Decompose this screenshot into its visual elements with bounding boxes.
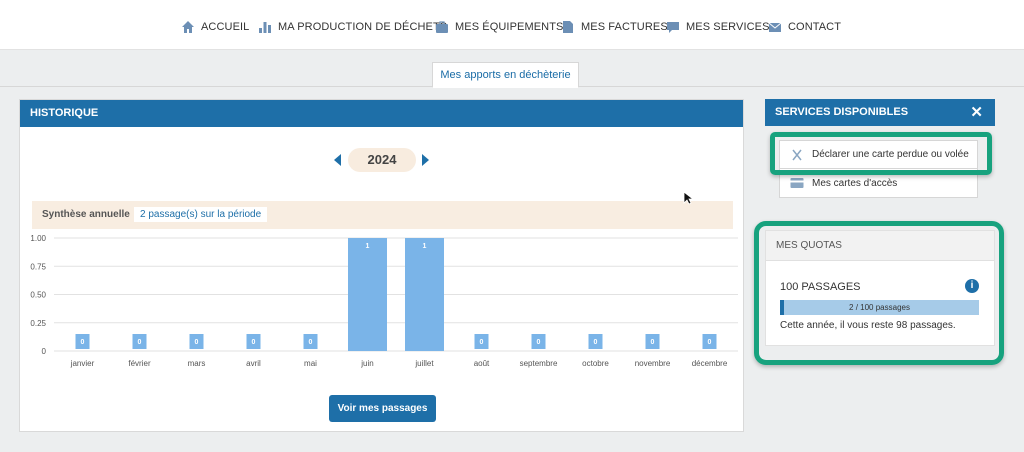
summary-label: Synthèse annuelle bbox=[42, 209, 130, 220]
quotas-title: MES QUOTAS bbox=[766, 231, 994, 261]
data-label: 0 bbox=[138, 339, 142, 346]
year-selector: 2024 bbox=[334, 148, 430, 172]
info-icon[interactable]: i bbox=[965, 279, 979, 293]
x-tick-label: avril bbox=[246, 359, 261, 368]
x-tick-label: juin bbox=[360, 359, 373, 368]
chart-bar bbox=[189, 334, 204, 349]
chart-bar bbox=[303, 334, 318, 349]
services-panel: SERVICES DISPONIBLES ✕ Déclarer une cart… bbox=[765, 99, 995, 200]
quota-progress-bar: 2 / 100 passages bbox=[780, 300, 979, 315]
nav-label: ACCUEIL bbox=[201, 21, 250, 33]
nav-label: MES FACTURES bbox=[581, 21, 668, 33]
x-tick-label: mars bbox=[188, 359, 206, 368]
quota-progress-fill bbox=[780, 300, 784, 315]
x-tick-label: février bbox=[128, 359, 151, 368]
x-tick-label: novembre bbox=[635, 359, 671, 368]
x-tick-label: décembre bbox=[692, 359, 728, 368]
data-label: 0 bbox=[309, 339, 313, 346]
nav-label: MES ÉQUIPEMENTS bbox=[455, 21, 564, 33]
quota-progress-text: 2 / 100 passages bbox=[849, 303, 910, 312]
data-label: 0 bbox=[594, 339, 598, 346]
view-passages-button[interactable]: Voir mes passages bbox=[329, 395, 436, 422]
data-label: 1 bbox=[423, 243, 427, 250]
card-icon bbox=[790, 178, 804, 188]
summary-value: 2 passage(s) sur la période bbox=[134, 207, 268, 222]
data-label: 0 bbox=[651, 339, 655, 346]
data-label: 0 bbox=[708, 339, 712, 346]
next-year-icon[interactable] bbox=[422, 154, 429, 166]
data-label: 0 bbox=[537, 339, 541, 346]
nav-production[interactable]: MA PRODUCTION DE DÉCHETS bbox=[258, 18, 447, 36]
quota-heading: 100 PASSAGES bbox=[780, 281, 861, 293]
mouse-cursor-icon bbox=[683, 191, 695, 205]
services-title-text: SERVICES DISPONIBLES bbox=[775, 106, 909, 118]
envelope-icon bbox=[768, 22, 782, 32]
data-label: 1 bbox=[366, 243, 370, 250]
chart-bar bbox=[531, 334, 546, 349]
chart-bar bbox=[645, 334, 660, 349]
nav-equipements[interactable]: MES ÉQUIPEMENTS bbox=[435, 18, 563, 36]
chart-bar bbox=[405, 238, 444, 351]
nav-services[interactable]: MES SERVICES bbox=[666, 18, 770, 36]
data-label: 0 bbox=[480, 339, 484, 346]
x-icon bbox=[792, 149, 802, 160]
chart-bar bbox=[702, 334, 717, 349]
nav-accueil[interactable]: ACCUEIL bbox=[181, 18, 249, 36]
quota-note: Cette année, il vous reste 98 passages. bbox=[780, 320, 956, 331]
access-cards-item[interactable]: Mes cartes d'accès bbox=[779, 169, 978, 198]
y-tick-label: 0.25 bbox=[30, 319, 46, 328]
tab-apports-decheterie[interactable]: Mes apports en déchèterie bbox=[432, 62, 579, 88]
declare-lost-card-item[interactable]: Déclarer une carte perdue ou volée bbox=[779, 140, 978, 169]
chart-bar bbox=[474, 334, 489, 349]
y-tick-label: 0 bbox=[42, 347, 47, 356]
annual-summary: Synthèse annuelle 2 passage(s) sur la pé… bbox=[32, 201, 733, 229]
x-tick-label: octobre bbox=[582, 359, 609, 368]
nav-label: CONTACT bbox=[788, 21, 842, 33]
chart-bar bbox=[75, 334, 90, 349]
nav-label: MA PRODUCTION DE DÉCHETS bbox=[278, 21, 448, 33]
previous-year-icon[interactable] bbox=[334, 154, 341, 166]
x-tick-label: septembre bbox=[520, 359, 558, 368]
nav-label: MES SERVICES bbox=[686, 21, 770, 33]
service-label: Mes cartes d'accès bbox=[812, 177, 898, 189]
year-label: 2024 bbox=[348, 148, 416, 172]
y-tick-label: 0.75 bbox=[30, 262, 46, 271]
quotas-panel: MES QUOTAS 100 PASSAGES i 2 / 100 passag… bbox=[765, 230, 995, 346]
data-label: 0 bbox=[81, 339, 85, 346]
x-tick-label: janvier bbox=[70, 359, 95, 368]
x-tick-label: août bbox=[474, 359, 490, 368]
bar-chart-icon bbox=[259, 22, 271, 33]
top-nav: ACCUEIL MA PRODUCTION DE DÉCHETS MES ÉQU… bbox=[0, 0, 1024, 50]
x-tick-label: juillet bbox=[414, 359, 434, 368]
historique-title: HISTORIQUE bbox=[20, 100, 743, 127]
data-label: 0 bbox=[195, 339, 199, 346]
chart-bar bbox=[132, 334, 147, 349]
close-icon[interactable]: ✕ bbox=[970, 104, 983, 121]
service-label: Déclarer une carte perdue ou volée bbox=[812, 149, 969, 160]
services-title: SERVICES DISPONIBLES ✕ bbox=[765, 99, 995, 126]
document-icon bbox=[563, 21, 573, 33]
nav-contact[interactable]: CONTACT bbox=[768, 18, 841, 36]
home-icon bbox=[182, 21, 194, 33]
chart-bar bbox=[246, 334, 261, 349]
briefcase-icon bbox=[436, 21, 448, 33]
y-tick-label: 1.00 bbox=[30, 234, 46, 243]
data-label: 0 bbox=[252, 339, 256, 346]
x-tick-label: mai bbox=[304, 359, 317, 368]
nav-factures[interactable]: MES FACTURES bbox=[561, 18, 668, 36]
y-tick-label: 0.50 bbox=[30, 291, 46, 300]
chat-icon bbox=[667, 22, 679, 33]
chart-bar bbox=[588, 334, 603, 349]
monthly-passages-chart: 0 0.25 0.50 0.75 1.00 0 janvier 0 février 0 mars 0 a… bbox=[30, 234, 738, 368]
chart-bar bbox=[348, 238, 387, 351]
services-list: Déclarer une carte perdue ou volée Mes c… bbox=[779, 140, 978, 198]
